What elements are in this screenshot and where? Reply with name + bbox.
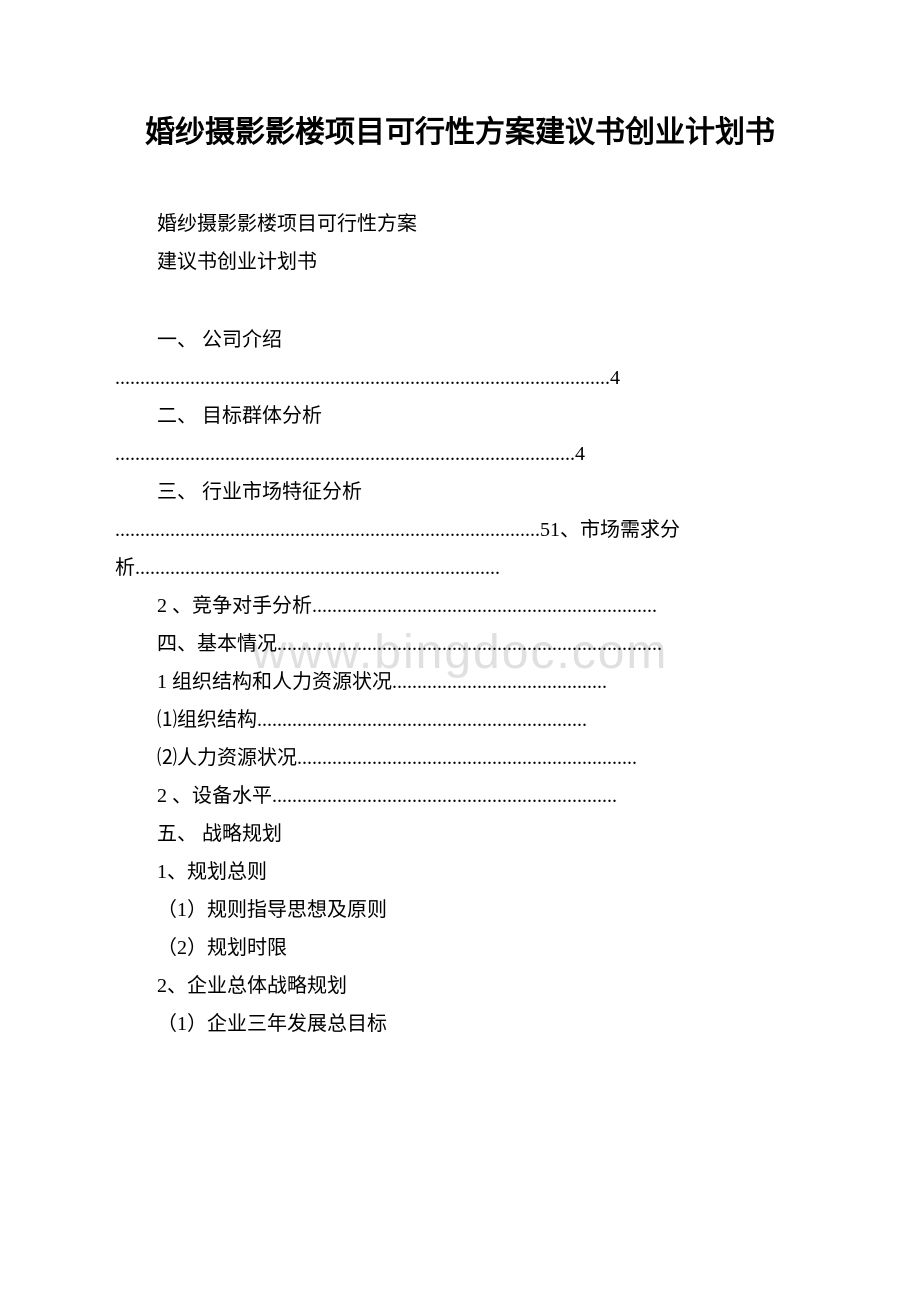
toc-item-12: （1）规则指导思想及原则 [157,891,805,929]
toc-item-2: 二、 目标群体分析 [157,397,805,435]
toc-item-8: ⑵人力资源状况.................................… [157,739,805,777]
toc-item-9: 2 、设备水平.................................… [157,777,805,815]
toc-item-1-dots: ........................................… [115,359,805,397]
toc-item-3-dots: ........................................… [115,511,805,587]
toc-item-2-dots: ........................................… [115,435,805,473]
subtitle-block: 婚纱摄影影楼项目可行性方案 建议书创业计划书 [115,205,805,281]
toc-item-7: ⑴组织结构...................................… [157,701,805,739]
toc-item-13: （2）规划时限 [157,929,805,967]
toc-item-5: 四、基本情况..................................… [157,625,805,663]
document-content: 婚纱摄影影楼项目可行性方案建议书创业计划书 婚纱摄影影楼项目可行性方案 建议书创… [115,110,805,1043]
toc-item-15: （1）企业三年发展总目标 [157,1005,805,1043]
toc-item-11: 1、规划总则 [157,853,805,891]
toc-item-1: 一、 公司介绍 [157,321,805,359]
subtitle-line-2: 建议书创业计划书 [157,243,805,281]
table-of-contents: 一、 公司介绍 ................................… [115,321,805,1043]
toc-item-6: 1 组织结构和人力资源状况...........................… [157,663,805,701]
toc-item-10: 五、 战略规划 [157,815,805,853]
toc-item-4: 2 、竞争对手分析...............................… [157,587,805,625]
toc-item-3: 三、 行业市场特征分析 [157,473,805,511]
document-title: 婚纱摄影影楼项目可行性方案建议书创业计划书 [115,110,805,155]
subtitle-line-1: 婚纱摄影影楼项目可行性方案 [157,205,805,243]
toc-item-14: 2、企业总体战略规划 [157,967,805,1005]
